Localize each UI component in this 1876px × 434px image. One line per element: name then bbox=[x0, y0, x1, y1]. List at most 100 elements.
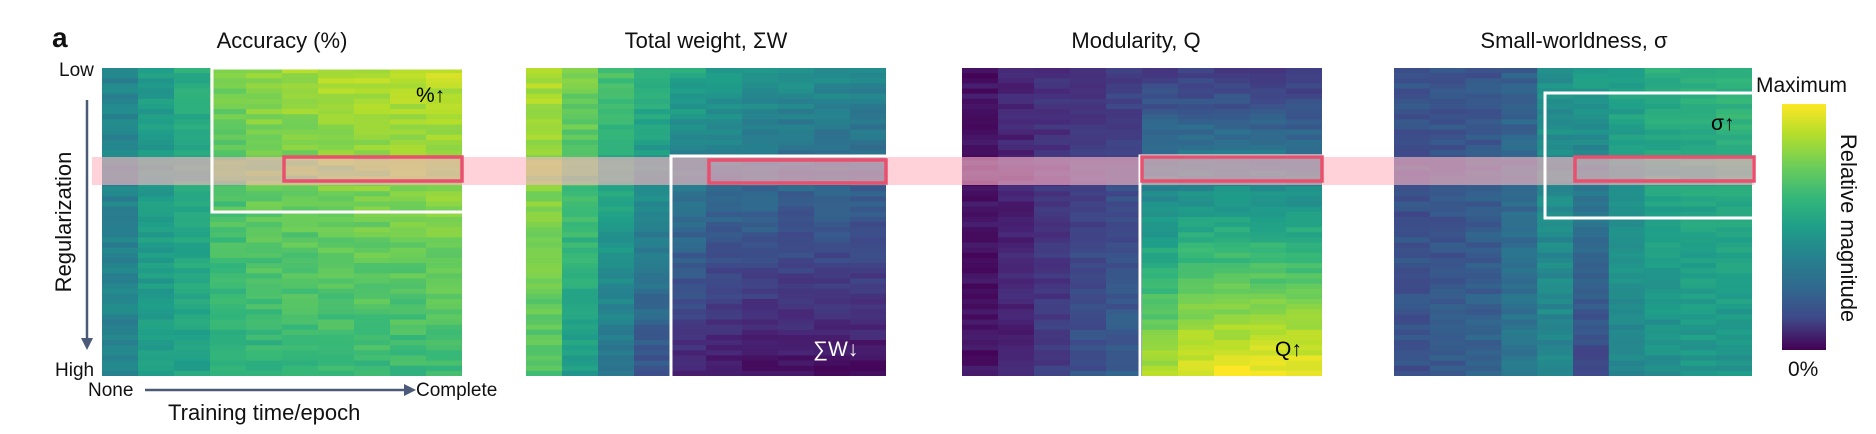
heatmap-cell-small-worldness bbox=[1394, 268, 1431, 274]
heatmap-cell-total-weight bbox=[778, 350, 815, 357]
heatmap-cell-total-weight bbox=[706, 293, 743, 300]
heatmap-cell-accuracy bbox=[354, 247, 391, 254]
heatmap-cell-accuracy bbox=[282, 139, 319, 146]
heatmap-cell-total-weight bbox=[742, 247, 779, 254]
heatmap-cell-modularity bbox=[1286, 191, 1322, 197]
heatmap-cell-small-worldness bbox=[1501, 98, 1538, 105]
heatmap-cell-small-worldness bbox=[1501, 206, 1538, 213]
heatmap-cell-total-weight bbox=[778, 88, 815, 95]
heatmap-cell-small-worldness bbox=[1429, 201, 1467, 208]
heatmap-cell-accuracy bbox=[138, 324, 175, 331]
heatmap-cell-accuracy bbox=[246, 109, 283, 115]
heatmap-cell-accuracy bbox=[174, 191, 211, 197]
heatmap-cell-small-worldness bbox=[1429, 124, 1467, 131]
heatmap-cell-accuracy bbox=[318, 334, 355, 341]
heatmap-cell-modularity bbox=[1286, 257, 1322, 264]
heatmap-cell-accuracy bbox=[174, 150, 211, 156]
heatmap-cell-small-worldness bbox=[1608, 98, 1646, 105]
heatmap-cell-small-worldness bbox=[1680, 304, 1717, 310]
heatmap-cell-accuracy bbox=[318, 196, 355, 203]
heatmap-cell-total-weight bbox=[670, 324, 707, 331]
heatmap-cell-accuracy bbox=[390, 324, 427, 331]
heatmap-cell-accuracy bbox=[174, 98, 211, 105]
heatmap-cell-modularity bbox=[1034, 288, 1071, 295]
heatmap-cell-accuracy bbox=[354, 227, 391, 233]
heatmap-cell-accuracy bbox=[102, 268, 139, 274]
heatmap-cell-total-weight bbox=[706, 324, 743, 331]
heatmap-cell-total-weight bbox=[814, 109, 851, 115]
heatmap-cell-small-worldness bbox=[1680, 237, 1717, 244]
heatmap-cell-modularity bbox=[1214, 186, 1251, 192]
heatmap-cell-small-worldness bbox=[1501, 232, 1538, 238]
heatmap-cell-total-weight bbox=[670, 268, 707, 274]
heatmap-cell-accuracy bbox=[318, 145, 355, 151]
heatmap-cell-accuracy bbox=[354, 268, 391, 274]
heatmap-cell-small-worldness bbox=[1394, 350, 1431, 357]
heatmap-cell-small-worldness bbox=[1501, 252, 1538, 259]
heatmap-cell-modularity bbox=[1286, 83, 1322, 90]
heatmap-cell-small-worldness bbox=[1501, 273, 1538, 280]
heatmap-cell-small-worldness bbox=[1608, 252, 1646, 259]
heatmap-cell-accuracy bbox=[426, 196, 462, 203]
heatmap-cell-total-weight bbox=[526, 319, 563, 326]
heatmap-cell-total-weight bbox=[598, 360, 635, 367]
heatmap-cell-modularity bbox=[962, 334, 999, 341]
heatmap-cell-total-weight bbox=[634, 314, 671, 321]
heatmap-cell-modularity bbox=[1106, 288, 1143, 295]
heatmap-cell-total-weight bbox=[670, 93, 707, 100]
heatmap-cell-small-worldness bbox=[1716, 216, 1752, 223]
heatmap-cell-small-worldness bbox=[1680, 98, 1717, 105]
heatmap-cell-modularity bbox=[1286, 288, 1322, 295]
heatmap-cell-modularity bbox=[1250, 124, 1287, 131]
heatmap-cell-accuracy bbox=[210, 345, 247, 351]
heatmap-cell-small-worldness bbox=[1429, 278, 1467, 285]
heatmap-cell-modularity bbox=[1142, 247, 1179, 254]
heatmap-cell-accuracy bbox=[354, 145, 391, 151]
heatmap-cell-modularity bbox=[962, 370, 999, 376]
heatmap-cell-small-worldness bbox=[1573, 145, 1610, 151]
y-axis-title: Regularization bbox=[51, 151, 76, 293]
heatmap-cell-accuracy bbox=[174, 252, 211, 259]
heatmap-cell-small-worldness bbox=[1429, 145, 1467, 151]
heatmap-cell-modularity bbox=[1214, 329, 1251, 336]
heatmap-cell-small-worldness bbox=[1716, 345, 1752, 351]
heatmap-cell-total-weight bbox=[778, 257, 815, 264]
heatmap-cell-small-worldness bbox=[1429, 345, 1467, 351]
heatmap-cell-modularity bbox=[1250, 98, 1287, 105]
heatmap-cell-small-worldness bbox=[1680, 309, 1717, 315]
title-accuracy: Accuracy (%) bbox=[216, 28, 348, 53]
heatmap-cell-total-weight bbox=[670, 211, 707, 218]
heatmap-cell-small-worldness bbox=[1608, 139, 1646, 146]
heatmap-cell-accuracy bbox=[246, 216, 283, 223]
heatmap-cell-total-weight bbox=[706, 268, 743, 274]
heatmap-cell-total-weight bbox=[598, 288, 635, 295]
heatmap-cell-small-worldness bbox=[1573, 273, 1610, 280]
heatmap-cell-accuracy bbox=[246, 329, 283, 336]
heatmap-cell-small-worldness bbox=[1716, 288, 1752, 295]
heatmap-cell-accuracy bbox=[210, 222, 247, 228]
heatmap-cell-modularity bbox=[1214, 98, 1251, 105]
heatmap-cell-total-weight bbox=[850, 299, 886, 305]
heatmap-cell-accuracy bbox=[426, 145, 462, 151]
heatmap-cell-accuracy bbox=[354, 293, 391, 300]
heatmap-cell-accuracy bbox=[138, 68, 175, 74]
heatmap-cell-accuracy bbox=[102, 304, 139, 310]
heatmap-cell-small-worldness bbox=[1429, 268, 1467, 274]
heatmap-cell-small-worldness bbox=[1465, 109, 1502, 115]
heatmap-cell-total-weight bbox=[526, 227, 563, 233]
heatmap-cell-modularity bbox=[1034, 129, 1071, 136]
heatmap-cell-small-worldness bbox=[1644, 237, 1681, 244]
heatmap-cell-modularity bbox=[1178, 365, 1215, 372]
heatmap-cell-small-worldness bbox=[1716, 324, 1752, 331]
heatmap-cell-small-worldness bbox=[1644, 299, 1681, 305]
heatmap-cell-total-weight bbox=[706, 309, 743, 315]
heatmap-cell-small-worldness bbox=[1501, 242, 1538, 249]
heatmap-cell-modularity bbox=[1106, 216, 1143, 223]
heatmap-cell-total-weight bbox=[598, 242, 635, 249]
heatmap-cell-small-worldness bbox=[1680, 360, 1717, 367]
heatmap-cell-modularity bbox=[1106, 196, 1143, 203]
heatmap-cell-modularity bbox=[962, 345, 999, 351]
heatmap-cell-total-weight bbox=[850, 278, 886, 285]
heatmap-cell-total-weight bbox=[742, 129, 779, 136]
heatmap-cell-accuracy bbox=[426, 278, 462, 285]
